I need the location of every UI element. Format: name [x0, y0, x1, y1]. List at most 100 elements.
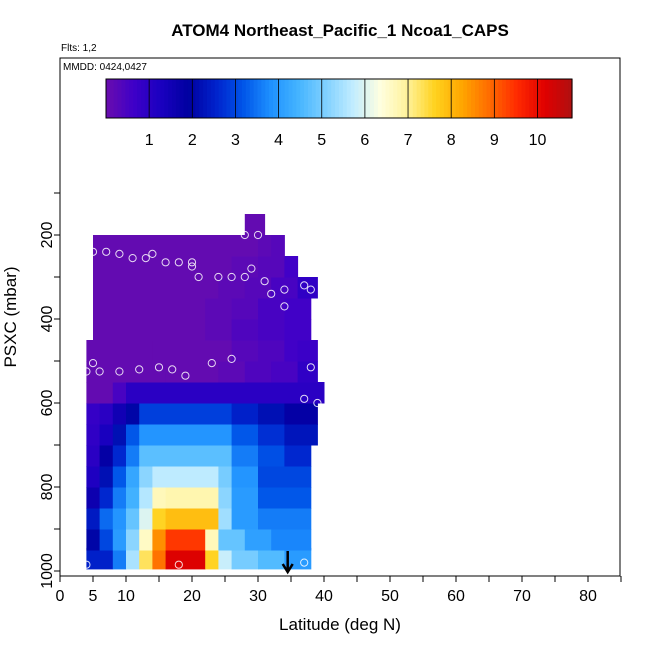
- heatmap-cell: [139, 466, 153, 488]
- heatmap-cell: [99, 487, 114, 509]
- colorbar-tick-label: 9: [490, 132, 499, 149]
- colorbar-cell: [408, 79, 414, 118]
- flights-label: Flts: 1,2: [61, 43, 97, 54]
- heatmap-cell: [86, 508, 101, 530]
- x-tick-label: 50: [381, 588, 399, 605]
- heatmap-cell: [297, 361, 318, 383]
- colorbar-cell: [366, 79, 371, 118]
- colorbar-cell: [195, 79, 200, 118]
- heatmap-cell: [152, 466, 219, 488]
- colorbar-cell: [140, 79, 146, 118]
- colorbar-cell: [203, 79, 208, 118]
- colorbar-cell: [327, 79, 332, 118]
- colorbar-cell: [346, 79, 352, 118]
- colorbar-cell: [175, 79, 181, 118]
- observation-point: [148, 249, 157, 258]
- colorbar-cell: [412, 79, 418, 118]
- colorbar-cell: [148, 79, 154, 118]
- marker-head: [281, 563, 294, 575]
- heatmap-cell: [258, 508, 312, 530]
- heatmap-cell: [152, 529, 167, 551]
- colorbar-cell: [393, 79, 398, 118]
- observation-point: [240, 272, 249, 282]
- heatmap-cell: [152, 487, 167, 509]
- heatmap-cell: [86, 487, 101, 509]
- colorbar-cell: [556, 79, 561, 118]
- heatmap-cell: [112, 529, 127, 551]
- colorbar-cell: [272, 79, 278, 118]
- colorbar-cell: [307, 79, 313, 118]
- colorbar-cell: [381, 79, 387, 118]
- heatmap-cell: [152, 508, 167, 530]
- heatmap-cell: [258, 547, 285, 570]
- heatmap-cell: [231, 424, 259, 446]
- colorbar-cell: [533, 79, 538, 118]
- y-tick-label: 200: [39, 222, 56, 249]
- heatmap-cell: [99, 508, 114, 530]
- observation-point: [260, 277, 269, 286]
- colorbar-tick-label: 2: [188, 132, 197, 149]
- observation-point: [135, 365, 144, 374]
- colorbar-cell: [292, 79, 297, 118]
- colorbar-cell: [370, 79, 375, 118]
- heatmap-cell: [112, 445, 127, 467]
- colorbar-cell: [420, 79, 426, 118]
- colorbar-cell: [152, 79, 158, 118]
- colorbar-cell: [199, 79, 204, 118]
- colorbar-cell: [377, 79, 383, 118]
- heatmap-cell: [284, 340, 299, 362]
- colorbar-tick-label: 6: [360, 132, 369, 149]
- colorbar-cell: [405, 79, 410, 118]
- x-tick-label: 70: [513, 588, 531, 605]
- colorbar-cell: [265, 79, 270, 118]
- x-tick-label: 0: [56, 588, 65, 605]
- colorbar-cell: [478, 79, 484, 118]
- heatmap-cell: [258, 403, 285, 425]
- colorbar-cell: [513, 79, 519, 118]
- colorbar-cell: [467, 79, 472, 118]
- colorbar-cell: [280, 79, 286, 118]
- observation-point: [306, 285, 315, 294]
- heatmap-cell: [218, 466, 233, 488]
- heatmap-cell: [152, 547, 167, 570]
- observation-point: [300, 558, 309, 567]
- y-axis-title: PSXC (mbar): [1, 266, 20, 367]
- heatmap-cell: [284, 403, 318, 425]
- colorbar-cell: [288, 79, 293, 118]
- heatmap-cell: [93, 235, 259, 257]
- heatmap-cell: [284, 256, 299, 278]
- heatmap-cell: [258, 235, 272, 257]
- heatmap-cell: [284, 298, 312, 320]
- colorbar-cell: [486, 79, 492, 118]
- colorbar-cell: [210, 79, 216, 118]
- colorbar-cell: [439, 79, 445, 118]
- observation-point: [88, 359, 98, 368]
- heatmap-cell: [284, 319, 312, 341]
- colorbar-cell: [544, 79, 550, 118]
- date-label: MMDD: 0424,0427: [63, 62, 147, 73]
- heatmap-cell: [258, 487, 312, 509]
- colorbar-cell: [517, 79, 523, 118]
- colorbar-cell: [494, 79, 499, 118]
- colorbar-cell: [474, 79, 480, 118]
- colorbar-cell: [172, 79, 177, 118]
- colorbar-cell: [436, 79, 441, 118]
- heatmap-cell: [93, 298, 206, 320]
- heatmap-cell: [205, 319, 233, 341]
- colorbar-cell: [560, 79, 565, 118]
- observation-point: [82, 560, 91, 569]
- heatmap-cell: [205, 529, 219, 551]
- colorbar-cell: [245, 79, 251, 118]
- colorbar-cell: [168, 79, 173, 118]
- heatmap-cell: [231, 466, 259, 488]
- heatmap-cell: [244, 361, 272, 383]
- colorbar-cell: [502, 79, 507, 118]
- colorbar-cell: [296, 79, 301, 118]
- heatmap-cell: [86, 361, 167, 383]
- heatmap-cell: [112, 487, 127, 509]
- heatmap-cell: [93, 277, 219, 299]
- heatmap-cell: [139, 508, 153, 530]
- heatmap-cell: [86, 424, 101, 446]
- colorbar-cell: [187, 79, 193, 118]
